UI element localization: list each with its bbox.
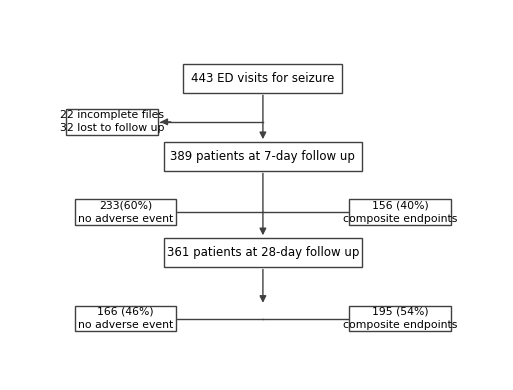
Text: 166 (46%)
no adverse event: 166 (46%) no adverse event (78, 307, 173, 330)
FancyBboxPatch shape (75, 199, 176, 225)
Text: 443 ED visits for seizure: 443 ED visits for seizure (191, 72, 334, 85)
Text: 195 (54%)
composite endpoints: 195 (54%) composite endpoints (343, 307, 457, 330)
Text: 361 patients at 28-day follow up: 361 patients at 28-day follow up (167, 246, 359, 259)
FancyBboxPatch shape (349, 306, 451, 332)
Text: 389 patients at 7-day follow up: 389 patients at 7-day follow up (170, 150, 356, 163)
FancyBboxPatch shape (183, 64, 342, 92)
FancyBboxPatch shape (164, 142, 362, 171)
Text: 156 (40%)
composite endpoints: 156 (40%) composite endpoints (343, 200, 457, 223)
Text: 233(60%)
no adverse event: 233(60%) no adverse event (78, 200, 173, 223)
FancyBboxPatch shape (349, 199, 451, 225)
FancyBboxPatch shape (75, 306, 176, 332)
FancyBboxPatch shape (66, 109, 157, 135)
Text: 22 incomplete files
32 lost to follow up: 22 incomplete files 32 lost to follow up (60, 110, 164, 133)
FancyBboxPatch shape (164, 238, 362, 267)
